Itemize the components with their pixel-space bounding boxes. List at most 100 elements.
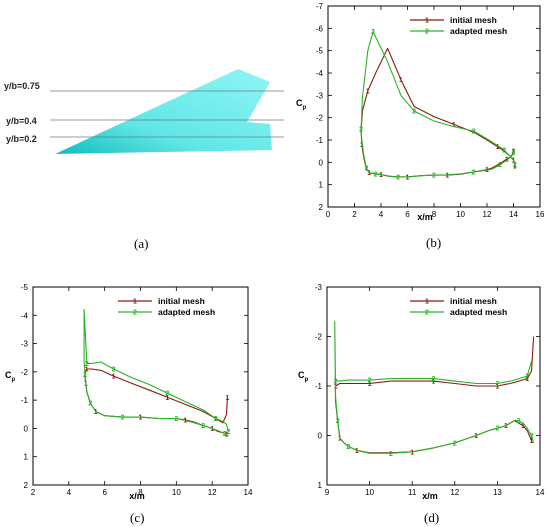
plot-frame bbox=[32, 286, 249, 486]
x-axis-label: x/m bbox=[129, 491, 145, 501]
x-axis-label: x/m bbox=[422, 491, 438, 501]
y-tick-label: 2 bbox=[24, 481, 29, 490]
legend-marker: 2 bbox=[425, 310, 429, 317]
data-point-marker: 2 bbox=[374, 171, 378, 178]
data-point-marker: 2 bbox=[359, 126, 363, 133]
y-tick-label: -1 bbox=[315, 382, 323, 391]
data-point-marker: 2 bbox=[512, 150, 516, 157]
x-tick-label: 10 bbox=[365, 488, 374, 497]
y-tick-label: 1 bbox=[319, 181, 324, 190]
y-axis-label: Cp bbox=[5, 370, 16, 383]
data-point-marker: 1 bbox=[165, 395, 169, 402]
y-tick-label: -5 bbox=[316, 47, 324, 56]
data-point-marker: 2 bbox=[336, 418, 340, 425]
data-point-marker: 2 bbox=[530, 433, 534, 440]
data-point-marker: 1 bbox=[367, 170, 371, 177]
x-tick-label: 12 bbox=[483, 210, 492, 219]
data-point-marker: 1 bbox=[474, 433, 478, 440]
y-tick-label: -3 bbox=[315, 283, 323, 292]
y-tick-label: 0 bbox=[319, 158, 324, 167]
y-tick-label: 2 bbox=[319, 203, 324, 212]
section-label-0.4: y/b=0.4 bbox=[6, 116, 37, 126]
data-point-marker: 2 bbox=[85, 361, 89, 368]
x-tick-label: 11 bbox=[408, 488, 417, 497]
x-tick-label: 10 bbox=[456, 210, 465, 219]
data-point-marker: 1 bbox=[530, 438, 534, 445]
legend-label: adapted mesh bbox=[450, 307, 507, 317]
data-point-marker: 2 bbox=[495, 426, 499, 433]
data-point-marker: 2 bbox=[472, 129, 476, 136]
chart-c: 2 4 6 8 10 12 14-5-4-3-2-1012x/mCp111111111112… bbox=[5, 283, 253, 525]
data-point-marker: 2 bbox=[432, 376, 436, 383]
x-axis-label: x/m bbox=[417, 212, 433, 222]
x-tick-label: 13 bbox=[493, 488, 502, 497]
chart-caption: (c) bbox=[130, 510, 144, 525]
data-point-marker: 1 bbox=[366, 88, 370, 95]
wing-planform bbox=[55, 69, 272, 154]
y-tick-label: -4 bbox=[316, 69, 324, 78]
data-point-marker: 1 bbox=[445, 173, 449, 180]
caption-a: (a) bbox=[134, 236, 148, 251]
data-point-marker: 1 bbox=[94, 409, 98, 416]
legend-marker: 1 bbox=[425, 299, 429, 306]
data-point-marker: 2 bbox=[174, 416, 178, 423]
y-tick-label: -3 bbox=[21, 340, 29, 349]
chart-caption: (d) bbox=[424, 510, 439, 525]
wing-planform-panel: y/b=0.75 y/b=0.4 y/b=0.2 (a) bbox=[4, 69, 284, 251]
x-tick-label: 9 bbox=[325, 488, 330, 497]
x-tick-label: 14 bbox=[509, 210, 518, 219]
data-point-marker: 2 bbox=[472, 169, 476, 176]
data-point-marker: 2 bbox=[495, 381, 499, 388]
data-point-marker: 2 bbox=[389, 451, 393, 458]
legend-label: adapted mesh bbox=[158, 307, 215, 317]
x-tick-label: 14 bbox=[536, 488, 545, 497]
y-tick-label: -2 bbox=[21, 368, 29, 377]
data-point-marker: 2 bbox=[371, 29, 375, 36]
x-tick-label: 16 bbox=[536, 210, 545, 219]
legend-label: initial mesh bbox=[450, 296, 497, 306]
data-point-marker: 1 bbox=[525, 376, 529, 383]
data-point-marker: 1 bbox=[112, 374, 116, 381]
y-tick-label: 0 bbox=[24, 424, 29, 433]
data-point-marker: 2 bbox=[364, 165, 368, 172]
data-point-marker: 1 bbox=[399, 77, 403, 84]
data-point-marker: 2 bbox=[346, 444, 350, 451]
y-tick-label: -1 bbox=[316, 136, 324, 145]
x-tick-label: 6 bbox=[405, 210, 410, 219]
y-tick-label: -4 bbox=[21, 311, 29, 320]
chart-b: 0 2 4 6 8 10 12 14 16-7-6-5-4-3-2-1012x/mCp11111… bbox=[296, 2, 545, 250]
y-tick-label: -1 bbox=[21, 396, 29, 405]
data-point-marker: 2 bbox=[226, 429, 230, 436]
legend-marker: 2 bbox=[133, 310, 137, 317]
data-point-marker: 2 bbox=[502, 148, 506, 155]
data-point-marker: 2 bbox=[201, 423, 205, 430]
section-label-0.75: y/b=0.75 bbox=[4, 81, 40, 91]
legend-label: initial mesh bbox=[158, 296, 205, 306]
data-point-marker: 2 bbox=[368, 378, 372, 385]
x-tick-label: 8 bbox=[432, 210, 437, 219]
data-point-marker: 1 bbox=[360, 142, 364, 149]
data-point-marker: 2 bbox=[88, 400, 92, 407]
x-tick-label: 2 bbox=[31, 488, 36, 497]
series-line-adapted-mesh bbox=[360, 31, 517, 178]
section-label-0.2: y/b=0.2 bbox=[6, 134, 37, 144]
data-point-marker: 1 bbox=[495, 384, 499, 391]
x-tick-label: 2 bbox=[352, 210, 357, 219]
y-tick-label: -6 bbox=[316, 24, 324, 33]
data-point-marker: 2 bbox=[453, 440, 457, 447]
legend-marker: 1 bbox=[133, 299, 137, 306]
y-tick-label: 0 bbox=[318, 432, 323, 441]
y-tick-label: 1 bbox=[24, 453, 29, 462]
data-point-marker: 1 bbox=[452, 122, 456, 129]
series-line-adapted-mesh bbox=[334, 321, 535, 454]
data-point-marker: 1 bbox=[368, 381, 372, 388]
x-tick-label: 12 bbox=[208, 488, 217, 497]
y-tick-label: -7 bbox=[316, 2, 324, 11]
data-point-marker: 2 bbox=[112, 367, 116, 374]
data-point-marker: 1 bbox=[410, 449, 414, 456]
y-axis-label: Cp bbox=[298, 370, 309, 383]
data-point-marker: 1 bbox=[379, 172, 383, 179]
series-line-adapted-mesh bbox=[83, 309, 229, 436]
series-line-initial-mesh bbox=[84, 368, 228, 435]
